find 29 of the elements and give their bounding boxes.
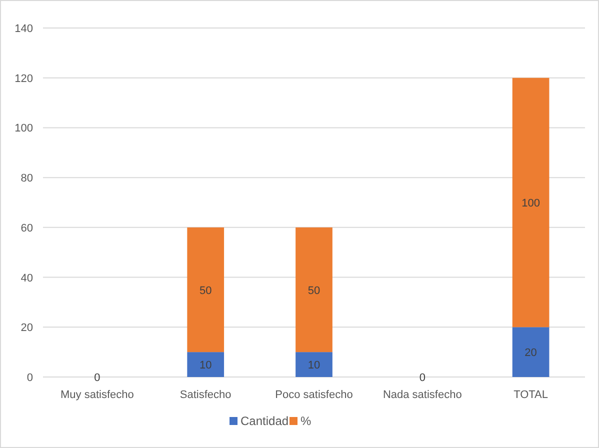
x-tick-label: Satisfecho (180, 389, 232, 401)
bar (187, 352, 224, 377)
data-label: 0 (419, 372, 426, 384)
data-label: 50 (199, 284, 212, 297)
bar (296, 352, 332, 377)
x-tick-label: TOTAL (514, 389, 548, 401)
bar (296, 227, 332, 352)
y-tick-label: 40 (20, 272, 33, 284)
y-tick-label: 0 (26, 372, 33, 384)
y-tick-label: 140 (14, 23, 33, 35)
legend-label: % (300, 414, 312, 428)
data-label: 50 (308, 284, 320, 297)
legend-label: Cantidad (240, 414, 289, 428)
y-tick-label: 100 (14, 122, 33, 135)
data-label: 10 (199, 360, 212, 372)
bar (512, 327, 550, 377)
bar (187, 227, 224, 352)
x-tick-label: Poco satisfecho (275, 389, 353, 401)
data-label: 10 (308, 360, 320, 372)
y-tick-label: 20 (20, 322, 33, 334)
data-label: 0 (94, 372, 100, 384)
bar (512, 78, 550, 328)
y-tick-label: 120 (14, 72, 33, 85)
x-tick-label: Nada satisfecho (382, 389, 462, 401)
data-label: 20 (524, 347, 537, 360)
y-tick-label: 60 (20, 222, 33, 234)
y-tick-label: 80 (20, 172, 33, 185)
x-tick-label: Muy satisfecho (60, 389, 134, 401)
data-label: 100 (522, 198, 540, 210)
